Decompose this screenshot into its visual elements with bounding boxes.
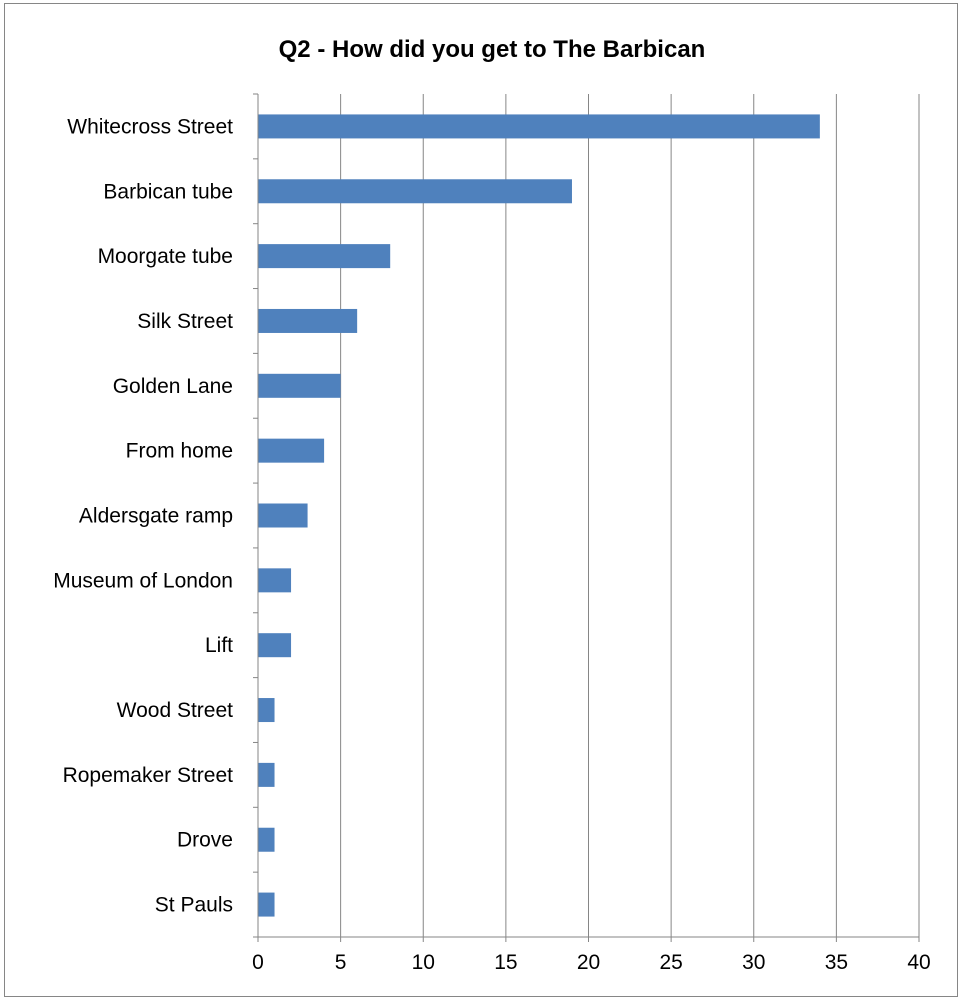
x-tick-label-15: 15 bbox=[494, 951, 517, 974]
x-tick-label-20: 20 bbox=[577, 951, 600, 974]
bar-ropemaker-street bbox=[258, 762, 275, 787]
x-tick-label-0: 0 bbox=[252, 951, 264, 974]
x-tick-label-30: 30 bbox=[742, 951, 765, 974]
bar-aldersgate-ramp bbox=[258, 503, 308, 528]
x-tick-label-25: 25 bbox=[659, 951, 682, 974]
category-label-drove: Drove bbox=[177, 829, 233, 852]
category-label-moorgate-tube: Moorgate tube bbox=[98, 245, 233, 268]
x-tick-label-35: 35 bbox=[825, 951, 848, 974]
category-label-silk-street: Silk Street bbox=[137, 310, 233, 333]
category-label-whitecross-street: Whitecross Street bbox=[67, 115, 233, 138]
category-label-museum-of-london: Museum of London bbox=[53, 569, 233, 592]
x-tick-label-5: 5 bbox=[335, 951, 347, 974]
gridlines bbox=[340, 94, 920, 937]
bar-wood-street bbox=[258, 698, 275, 723]
bar-st-pauls bbox=[258, 892, 275, 917]
bar-golden-lane bbox=[258, 373, 341, 398]
chart-title: Q2 - How did you get to The Barbican bbox=[279, 36, 706, 63]
category-label-barbican-tube: Barbican tube bbox=[103, 180, 233, 203]
category-label-lift: Lift bbox=[205, 634, 233, 657]
chart-frame: Q2 - How did you get to The Barbican Whi… bbox=[4, 3, 958, 997]
bar-whitecross-street bbox=[258, 114, 820, 139]
category-label-aldersgate-ramp: Aldersgate ramp bbox=[79, 505, 233, 528]
bar-moorgate-tube bbox=[258, 244, 391, 269]
bars bbox=[258, 114, 820, 917]
bar-silk-street bbox=[258, 308, 358, 333]
x-tick-labels: 0 5 10 15 20 25 30 35 40 bbox=[252, 951, 931, 974]
category-label-wood-street: Wood Street bbox=[117, 699, 234, 722]
category-label-golden-lane: Golden Lane bbox=[113, 375, 233, 398]
category-labels: Whitecross Street Barbican tube Moorgate t… bbox=[53, 115, 233, 916]
category-label-ropemaker-street: Ropemaker Street bbox=[63, 764, 234, 787]
x-tick-label-10: 10 bbox=[412, 951, 435, 974]
category-label-st-pauls: St Pauls bbox=[155, 894, 233, 917]
bar-chart: Q2 - How did you get to The Barbican Whi… bbox=[53, 36, 931, 974]
bar-drove bbox=[258, 827, 275, 852]
category-label-from-home: From home bbox=[126, 440, 233, 463]
bar-barbican-tube bbox=[258, 179, 572, 204]
bar-museum-of-london bbox=[258, 568, 292, 593]
bar-from-home bbox=[258, 438, 325, 463]
axes bbox=[253, 93, 920, 942]
x-tick-label-40: 40 bbox=[907, 951, 930, 974]
bar-lift bbox=[258, 633, 292, 658]
